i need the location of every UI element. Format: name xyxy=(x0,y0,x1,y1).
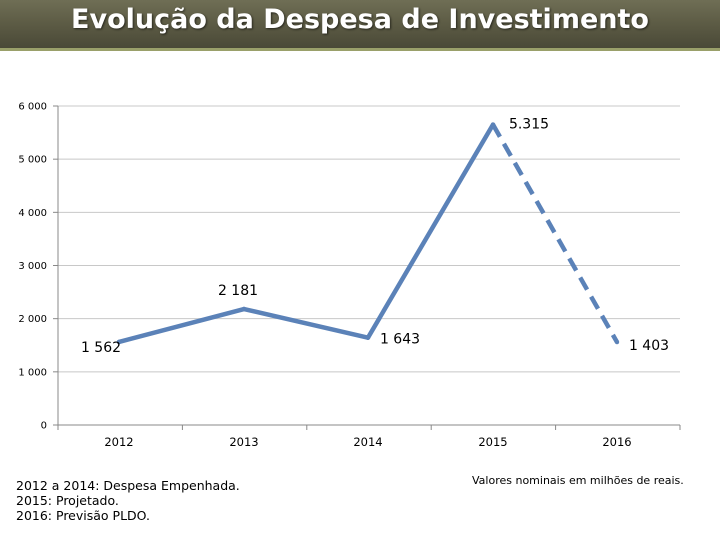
slide-title: Evolução da Despesa de Investimento xyxy=(71,4,649,35)
data-label: 5.315 xyxy=(509,117,549,133)
note-line: 2012 a 2014: Despesa Empenhada. xyxy=(16,478,240,493)
x-tick-label: 2014 xyxy=(353,435,382,449)
x-tick-label: 2015 xyxy=(478,435,507,449)
data-point xyxy=(490,122,496,127)
data-label: 1 643 xyxy=(380,332,420,348)
series-segment xyxy=(241,306,371,340)
y-tick-labels: 0 1 000 2 000 3 000 4 000 5 000 6 000 xyxy=(18,102,47,432)
y-tick-label: 5 000 xyxy=(18,155,47,166)
y-tick-label: 3 000 xyxy=(18,261,47,272)
notes-left: 2012 a 2014: Despesa Empenhada. 2015: Pr… xyxy=(16,478,240,523)
series-segment-dashed xyxy=(491,123,619,344)
x-tick-label: 2016 xyxy=(602,435,631,449)
y-tick-label: 2 000 xyxy=(18,314,47,325)
data-point xyxy=(241,306,247,312)
y-tick-label: 0 xyxy=(41,421,47,432)
series-segment xyxy=(365,122,496,340)
note-line: 2016: Previsão PLDO. xyxy=(16,508,150,523)
gridlines xyxy=(58,105,680,373)
data-label: 1 403 xyxy=(629,338,669,354)
data-labels: 1 562 2 181 1 643 5.315 1 403 xyxy=(81,117,669,356)
data-point xyxy=(614,339,620,345)
title-bar: Evolução da Despesa de Investimento xyxy=(0,0,720,51)
note-values: Valores nominais em milhões de reais. xyxy=(472,474,684,487)
series-lines xyxy=(116,122,620,345)
note-line: 2015: Projetado. xyxy=(16,493,119,508)
data-point xyxy=(116,339,122,345)
x-tick-label: 2013 xyxy=(229,435,258,449)
y-tick-label: 6 000 xyxy=(18,102,47,113)
data-label: 2 181 xyxy=(218,283,258,299)
y-tick-label: 4 000 xyxy=(18,208,47,219)
x-tick-labels: 2012 2013 2014 2015 2016 xyxy=(104,435,631,449)
x-tick-label: 2012 xyxy=(104,435,133,449)
data-point xyxy=(365,335,371,340)
data-label: 1 562 xyxy=(81,340,121,356)
y-tick-label: 1 000 xyxy=(18,367,47,378)
axes xyxy=(53,105,681,430)
series-segment xyxy=(116,306,247,345)
